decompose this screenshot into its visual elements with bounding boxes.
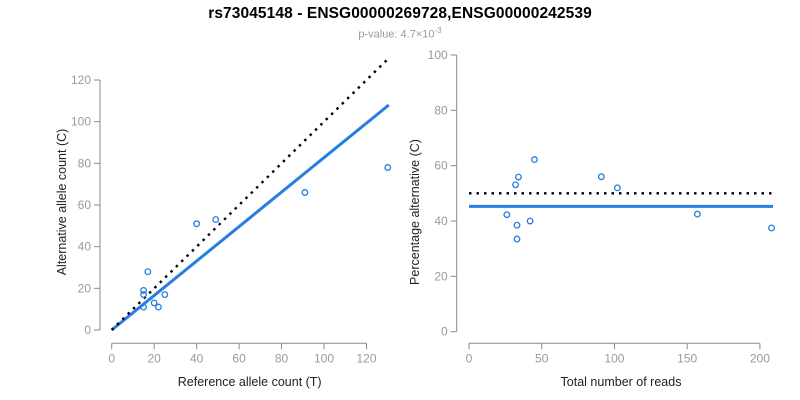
- data-point: [212, 216, 220, 224]
- data-point: [140, 291, 147, 299]
- data-point: [613, 184, 621, 192]
- x-axis-title: Reference allele count (T): [178, 375, 322, 389]
- data-point: [531, 156, 538, 164]
- pvalue-text: p-value: 4.7×10: [358, 28, 435, 41]
- x-tick-label: 50: [535, 351, 549, 365]
- x-tick-label: 200: [750, 351, 770, 365]
- x-tick-label: 120: [356, 351, 376, 365]
- right-chart: 0 50 100 150 200 0 20 40 60 80 100 Total number of …: [408, 48, 775, 389]
- data-point: [384, 164, 392, 171]
- x-tick-label: 100: [314, 351, 334, 365]
- x-tick-label: 150: [677, 351, 697, 365]
- data-point: [513, 235, 521, 243]
- y-tick-label: 100: [428, 48, 448, 62]
- y-axis-title: Percentage alternative (C): [408, 139, 422, 285]
- data-point: [301, 189, 309, 196]
- data-point: [193, 220, 201, 228]
- y-tick-label: 60: [78, 198, 92, 212]
- data-point: [140, 286, 147, 294]
- data-point: [768, 224, 775, 232]
- data-point: [150, 299, 158, 307]
- data-point: [512, 181, 519, 189]
- y-tick-label: 0: [84, 323, 91, 337]
- x-tick-label: 100: [604, 351, 624, 365]
- x-tick-label: 40: [190, 351, 204, 365]
- x-axis-title: Total number of reads: [561, 375, 682, 389]
- y-tick-label: 40: [434, 214, 448, 228]
- x-tick-label: 20: [147, 351, 161, 365]
- y-tick-label: 120: [71, 73, 91, 87]
- identity-line: [110, 57, 390, 331]
- data-point: [526, 217, 534, 225]
- data-point: [513, 221, 521, 229]
- data-point: [154, 303, 162, 311]
- y-tick-label: 80: [434, 103, 448, 117]
- y-tick-label: 0: [441, 325, 448, 339]
- y-tick-label: 40: [78, 240, 92, 254]
- data-point: [693, 210, 701, 218]
- data-point: [140, 303, 147, 311]
- y-tick-label: 60: [434, 159, 448, 173]
- x-tick-label: 0: [108, 351, 115, 365]
- data-point: [503, 211, 511, 219]
- data-point: [515, 173, 522, 181]
- y-tick-label: 20: [78, 281, 92, 295]
- x-tick-label: 60: [232, 351, 246, 365]
- y-tick-label: 20: [434, 269, 448, 283]
- y-tick-label: 80: [78, 156, 92, 170]
- plot-subtitle: p-value: 4.7×10-3: [0, 26, 800, 41]
- x-tick-label: 0: [466, 351, 473, 365]
- y-tick-label: 100: [71, 115, 91, 129]
- plot-title: rs73045148 - ENSG00000269728,ENSG0000024…: [208, 5, 592, 22]
- data-point: [144, 268, 152, 276]
- data-point: [161, 291, 169, 299]
- fit-line: [110, 103, 390, 332]
- pvalue-exponent: -3: [434, 26, 442, 35]
- x-tick-label: 80: [275, 351, 289, 365]
- data-point: [597, 173, 605, 181]
- y-axis-title: Alternative allele count (C): [55, 129, 69, 276]
- left-chart: 0 20 40 60 80 100 120 0 20 40 60 80 100 120 Reference …: [55, 57, 392, 389]
